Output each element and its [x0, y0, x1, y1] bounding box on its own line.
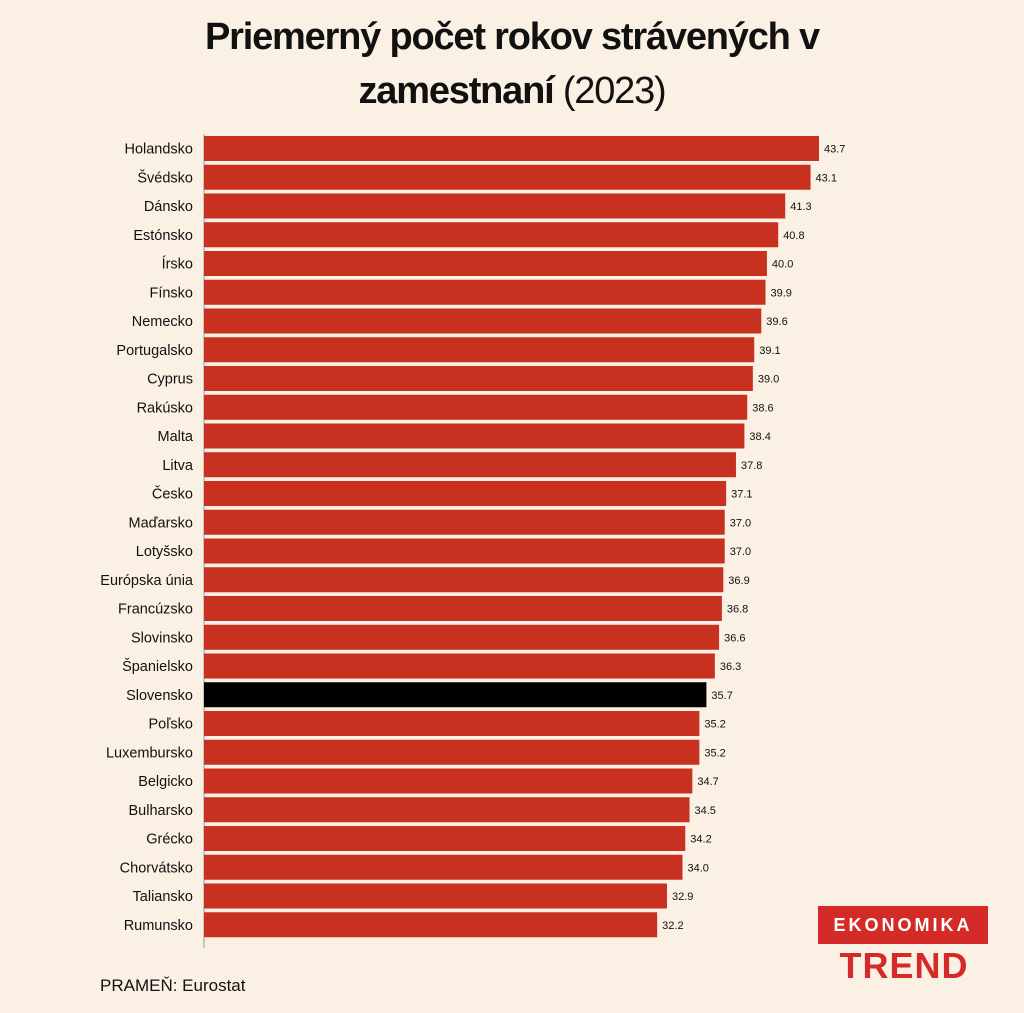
bar — [204, 509, 725, 535]
bar — [204, 394, 748, 420]
category-label: Cyprus — [147, 372, 193, 388]
value-label: 37.0 — [730, 546, 751, 558]
value-label: 40.0 — [772, 259, 793, 271]
value-label: 32.9 — [672, 891, 693, 903]
category-label: Španielsko — [122, 658, 193, 675]
category-label: Maďarsko — [128, 515, 193, 531]
value-label: 43.7 — [824, 144, 845, 156]
bar — [204, 164, 811, 190]
category-label: Írsko — [162, 256, 193, 273]
value-label: 34.2 — [690, 834, 711, 846]
category-label: Taliansko — [133, 889, 193, 905]
category-label: Luxembursko — [106, 745, 193, 761]
bar — [204, 624, 720, 650]
bar — [204, 366, 753, 391]
value-label: 35.7 — [711, 690, 732, 702]
chart-title: Priemerný počet rokov strávených v zames… — [0, 10, 1024, 118]
category-label: Francúzsko — [118, 602, 193, 618]
value-label: 40.8 — [783, 230, 804, 242]
value-label: 41.3 — [790, 201, 811, 213]
value-label: 36.9 — [728, 575, 749, 587]
trend-logo: TREND — [839, 945, 969, 986]
category-label: Chorvátsko — [120, 860, 193, 876]
category-label: Lotyšsko — [136, 544, 193, 560]
bar — [204, 423, 745, 449]
value-label: 35.2 — [704, 747, 725, 759]
category-label: Nemecko — [132, 314, 193, 330]
bar — [204, 337, 755, 363]
bar — [204, 768, 693, 794]
category-label: Česko — [152, 486, 193, 503]
bar — [204, 826, 686, 851]
bar — [204, 193, 786, 219]
value-label: 38.6 — [752, 402, 773, 414]
bar — [204, 653, 715, 679]
bar — [204, 279, 766, 305]
bar — [204, 739, 700, 765]
category-label: Slovensko — [126, 688, 193, 704]
value-label: 39.1 — [759, 345, 780, 357]
category-label: Európska únia — [100, 573, 194, 589]
value-label: 36.3 — [720, 661, 741, 673]
bar-chart: Holandsko 43.7 Švédsko 43.1 Dánsko 41.3 Estóns… — [100, 134, 845, 948]
bar — [204, 251, 767, 276]
bar — [204, 308, 762, 334]
value-label: 37.8 — [741, 460, 762, 472]
bar — [204, 797, 690, 823]
category-label: Grécko — [146, 832, 193, 848]
ekonomika-logo: EKONOMIKA — [818, 906, 988, 944]
category-label: Malta — [158, 429, 194, 445]
title-year: (2023) — [562, 70, 667, 112]
value-label: 39.9 — [771, 287, 792, 299]
value-label: 34.7 — [697, 776, 718, 788]
category-label: Bulharsko — [129, 803, 193, 819]
value-label: 36.8 — [727, 604, 748, 616]
category-label: Poľsko — [148, 717, 193, 733]
value-label: 37.0 — [730, 517, 751, 529]
bar — [204, 452, 736, 478]
bar — [204, 567, 724, 593]
bar-highlighted — [204, 682, 707, 708]
bar — [204, 481, 727, 506]
value-label: 34.5 — [695, 805, 716, 817]
value-label: 36.6 — [724, 632, 745, 644]
bar — [204, 883, 668, 909]
bar — [204, 222, 779, 248]
bar — [204, 854, 683, 880]
title-line-1: Priemerný počet rokov strávených v — [205, 16, 820, 58]
bar — [204, 711, 700, 736]
category-label: Estónsko — [133, 228, 193, 244]
category-label: Rumunsko — [124, 918, 193, 934]
bar — [204, 136, 819, 161]
value-label: 38.4 — [749, 431, 770, 443]
source-note: PRAMEŇ: Eurostat — [100, 976, 246, 995]
title-line-2: zamestnaní — [358, 70, 555, 112]
bar — [204, 912, 658, 938]
category-label: Dánsko — [144, 199, 193, 215]
category-label: Rakúsko — [137, 400, 193, 416]
category-label: Belgicko — [138, 774, 193, 790]
value-label: 39.6 — [766, 316, 787, 328]
value-label: 37.1 — [731, 489, 752, 501]
value-label: 35.2 — [704, 719, 725, 731]
category-label: Fínsko — [149, 285, 193, 301]
category-label: Švédsko — [137, 169, 193, 186]
category-label: Litva — [162, 458, 194, 474]
bar — [204, 596, 722, 621]
value-label: 43.1 — [816, 172, 837, 184]
value-label: 39.0 — [758, 374, 779, 386]
value-label: 32.2 — [662, 920, 683, 932]
bar — [204, 538, 725, 564]
category-label: Holandsko — [124, 142, 193, 158]
category-label: Portugalsko — [116, 343, 193, 359]
category-label: Slovinsko — [131, 630, 193, 646]
value-label: 34.0 — [687, 862, 708, 874]
